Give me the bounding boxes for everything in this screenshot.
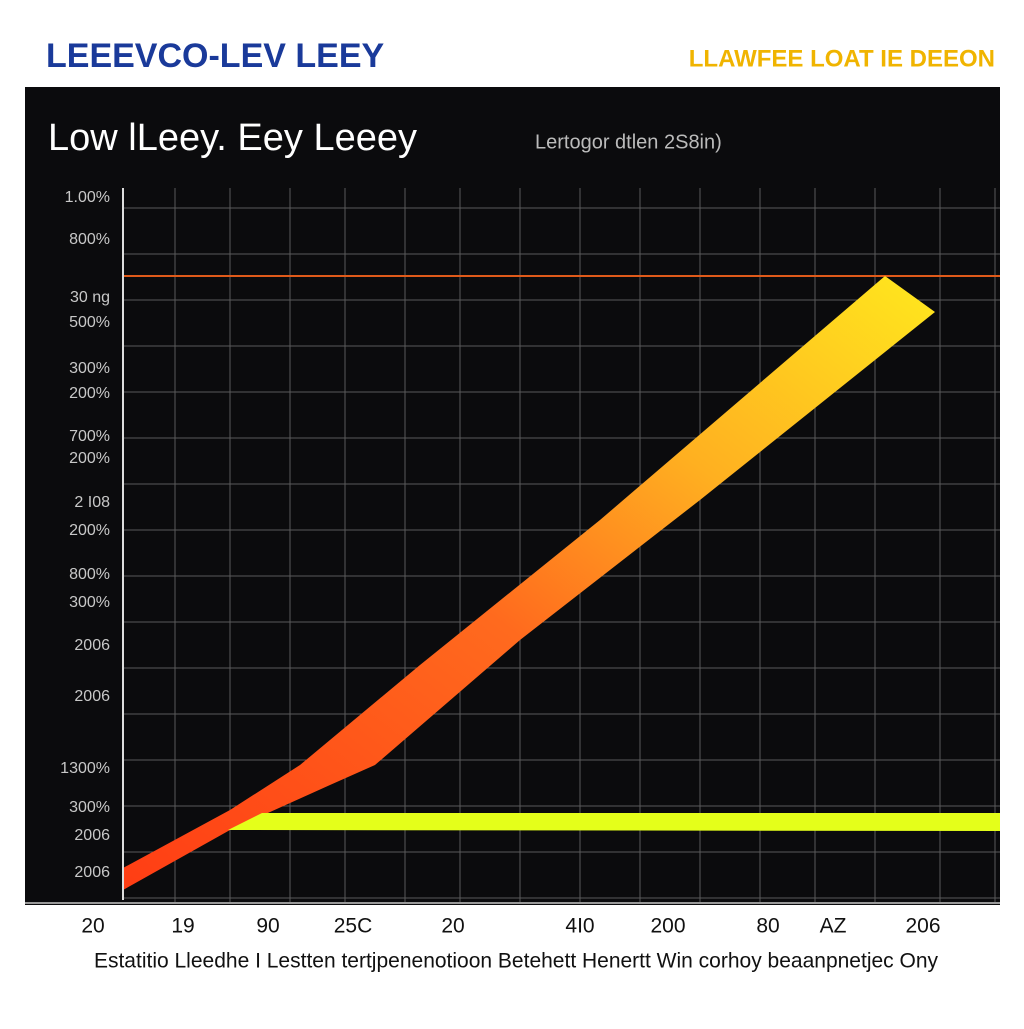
y-label: 2006 [74,688,110,705]
y-label: 30 ng [70,289,110,306]
x-label: 25C [334,915,373,938]
chart-panel [25,87,1000,905]
x-label: 80 [756,915,779,938]
grid [123,188,1000,903]
y-label: 1.00% [65,189,110,206]
y-labels: 1.00% 800% 30 ng 500% 300% 200% 700% 200% 2 I08 2… [60,189,110,881]
footer-caption: Estatitio Lleedhe I Lestten tertjpenenot… [94,950,939,973]
panel-subtitle: Lertogor dtlen 2S8in) [535,131,722,153]
x-label: 90 [256,915,279,938]
y-label: 300% [69,360,110,377]
x-label: 20 [441,915,464,938]
y-label: 200% [69,450,110,467]
x-label: AZ [820,915,847,938]
header-badge: LLAWFEE LOAT IE DEEON [689,45,995,72]
y-label: 800% [69,566,110,583]
panel-title: Low lLeey. Eey Leeey [48,117,417,159]
y-label: 2 I08 [74,494,110,511]
y-label: 1300% [60,760,110,777]
y-label: 300% [69,799,110,816]
y-label: 700% [69,428,110,445]
x-label: 20 [81,915,104,938]
baseline-band [228,813,1000,831]
y-label: 300% [69,594,110,611]
x-label: 19 [171,915,194,938]
y-label: 500% [69,314,110,331]
x-label: 206 [905,915,940,938]
y-label: 800% [69,231,110,248]
y-label: 2006 [74,827,110,844]
y-label: 2006 [74,637,110,654]
x-label: 4I0 [565,915,594,938]
x-label: 200 [650,915,685,938]
y-label: 200% [69,522,110,539]
trend-band [123,276,935,890]
x-labels: 20 19 90 25C 20 4I0 200 80 AZ 206 [81,915,940,938]
y-label: 2006 [74,864,110,881]
header-title: LEEEVCO-LEV LEEY [46,37,384,75]
y-label: 200% [69,385,110,402]
